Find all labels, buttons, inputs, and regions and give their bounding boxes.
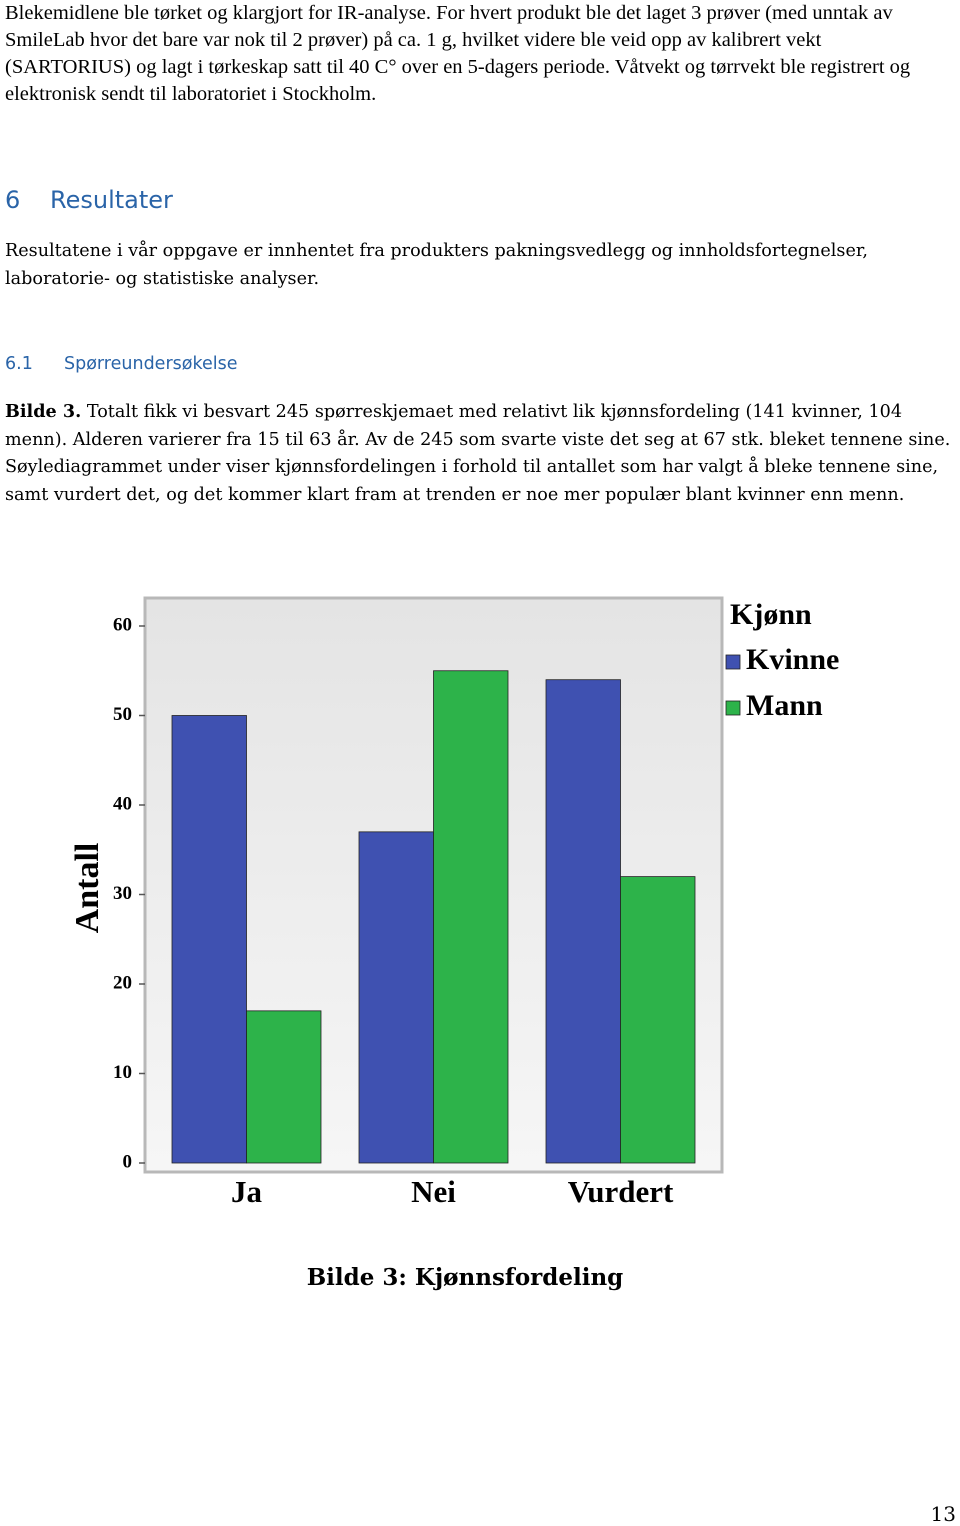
y-tick-label: 0: [123, 1151, 133, 1172]
paragraph: Bilde 3. Totalt fikk vi besvart 245 spør…: [5, 398, 960, 509]
legend-label: Kvinne: [746, 643, 839, 676]
x-tick-label: Ja: [231, 1174, 263, 1209]
section-number: 6: [5, 186, 21, 214]
section-heading: 6 Resultater: [5, 186, 173, 214]
bar: [171, 715, 247, 1164]
legend-swatch: [725, 654, 741, 670]
paragraph: Blekemidlene ble tørket og klargjort for…: [5, 2, 911, 105]
y-axis-label: Antall: [69, 843, 106, 934]
y-tick-label: 50: [113, 704, 132, 725]
chart: Antall Kjønn 0 10 20 30 40 50 60 Ja Nei Vurdert Kv…: [69, 596, 839, 1209]
paragraph-text: Totalt fikk vi besvart 245 spørreskjemae…: [5, 402, 951, 505]
legend-title: Kjønn: [730, 598, 812, 631]
bar: [358, 831, 434, 1164]
subsection-heading: 6.1 Spørreundersøkelse: [5, 354, 238, 374]
subsection-title: Spørreundersøkelse: [64, 354, 238, 374]
y-tick-label: 20: [113, 972, 132, 993]
y-tick-label: 10: [113, 1062, 132, 1083]
figure-caption: Bilde 3: Kjønnsfordeling: [306, 1264, 624, 1291]
bar: [433, 670, 509, 1164]
x-tick-label: Nei: [411, 1174, 456, 1209]
bar: [246, 1010, 322, 1164]
y-tick-label: 30: [113, 883, 132, 904]
paragraph: Resultatene i vår oppgave er innhentet f…: [5, 241, 868, 289]
y-tick-label: 40: [113, 793, 132, 814]
x-tick-label: Vurdert: [568, 1174, 674, 1209]
bar: [545, 679, 621, 1164]
figure-ref: Bilde 3.: [5, 401, 82, 422]
bar: [620, 876, 696, 1164]
subsection-number: 6.1: [5, 354, 33, 374]
legend-label: Mann: [746, 689, 823, 722]
y-tick-label: 60: [113, 614, 132, 635]
page-number: 13: [930, 1502, 956, 1526]
section-title: Resultater: [50, 186, 173, 214]
legend-swatch: [725, 700, 741, 716]
